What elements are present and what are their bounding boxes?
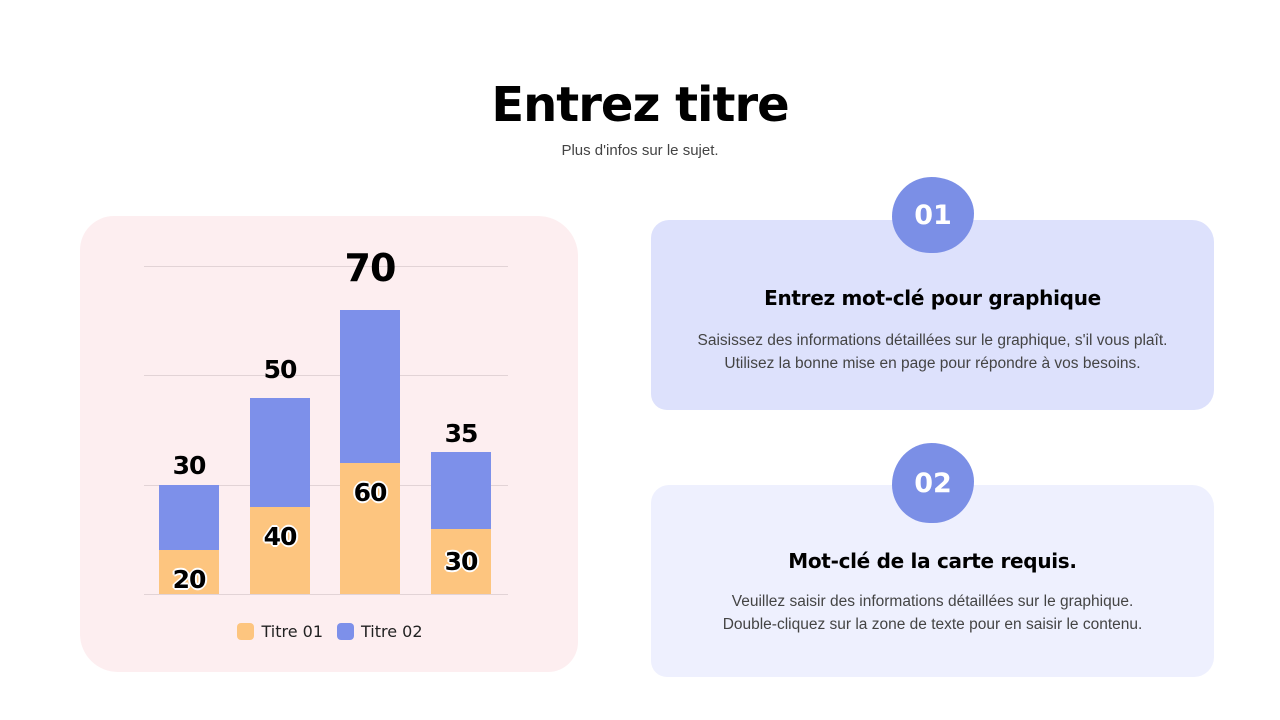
card-title: Mot-clé de la carte requis.	[788, 549, 1077, 573]
stacked-bar-2[interactable]	[250, 398, 310, 594]
bar-label-top: 35	[444, 419, 479, 448]
legend-label: Titre 01	[261, 622, 323, 641]
bar-segment-titre-01	[431, 529, 491, 594]
bar-segment-titre-01	[340, 463, 400, 594]
chart-panel	[80, 216, 578, 672]
gridline	[144, 266, 508, 267]
card-title: Entrez mot-clé pour graphique	[764, 286, 1101, 310]
bar-segment-titre-02	[431, 452, 491, 529]
stacked-bar-1[interactable]	[159, 485, 219, 594]
legend-item-titre-02[interactable]: Titre 02	[337, 622, 423, 641]
bar-label-inner: 40	[263, 522, 298, 551]
stacked-bar-4[interactable]	[431, 452, 491, 594]
number-badge-02: 02	[892, 443, 974, 523]
bar-segment-titre-01	[159, 550, 219, 594]
legend-swatch-blue	[337, 623, 354, 640]
card-description-line-1: Saisissez des informations détaillées su…	[697, 332, 1168, 349]
gridline	[144, 375, 508, 376]
bar-label-top: 30	[172, 451, 207, 480]
bar-segment-titre-01	[250, 507, 310, 594]
bar-segment-titre-02	[340, 310, 400, 463]
bar-label-inner: 60	[353, 478, 388, 507]
bar-label-inner: 30	[444, 547, 479, 576]
stacked-bar-3[interactable]	[340, 310, 400, 594]
card-description-line-2: Utilisez la bonne mise en page pour répo…	[724, 355, 1141, 372]
bar-label-top: 70	[344, 246, 397, 290]
legend-swatch-orange	[237, 623, 255, 640]
bar-label-inner: 20	[172, 565, 207, 594]
legend-item-titre-01[interactable]: Titre 01	[237, 622, 323, 641]
page-subtitle: Plus d'infos sur le sujet.	[561, 142, 719, 159]
page-title: Entrez titre	[491, 77, 789, 133]
baseline	[144, 594, 508, 595]
legend-label: Titre 02	[361, 622, 423, 641]
gridline	[144, 485, 508, 486]
bar-segment-titre-02	[159, 485, 219, 550]
card-description-line-1: Veuillez saisir des informations détaill…	[731, 593, 1134, 610]
bar-segment-titre-02	[250, 398, 310, 507]
card-description-line-2: Double-cliquez sur la zone de texte pour…	[722, 616, 1143, 633]
bar-label-top: 50	[263, 355, 298, 384]
chart-legend: Titre 01 Titre 02	[0, 622, 660, 641]
number-badge-01: 01	[892, 177, 974, 253]
